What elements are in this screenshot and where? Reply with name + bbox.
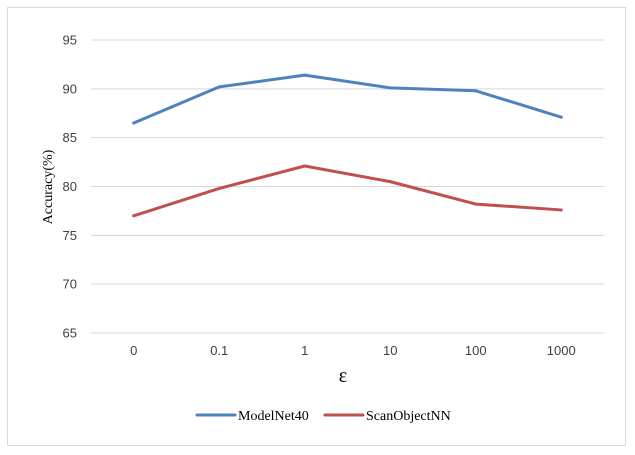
x-tick-label: 0.1 [210,343,228,358]
y-tick-label: 95 [63,33,77,48]
data-point-scanobjectnn [132,214,136,218]
data-point-scanobjectnn [217,186,221,190]
data-point-modelnet40 [559,115,563,119]
legend-label-scanobjectnn: ScanObjectNN [366,409,451,424]
data-point-modelnet40 [388,86,392,90]
x-tick-label: 1000 [547,343,576,358]
y-tick-label: 70 [63,277,77,292]
y-axis-title: Accuracy(%) [41,149,56,224]
y-tick-label: 90 [63,81,77,96]
x-tick-label: 1 [301,343,308,358]
series-line-scanobjectnn [132,164,563,218]
y-tick-label: 65 [63,326,77,341]
data-point-modelnet40 [303,73,307,77]
y-axis-ticks: 65 70 75 80 85 90 95 [63,33,77,341]
data-point-scanobjectnn [559,208,563,212]
legend: ModelNet40 ScanObjectNN [195,409,451,424]
data-point-scanobjectnn [388,180,392,184]
data-point-modelnet40 [217,85,221,89]
y-tick-label: 80 [63,179,77,194]
data-point-scanobjectnn [303,164,307,168]
x-tick-label: 0 [130,343,137,358]
legend-label-modelnet40: ModelNet40 [238,409,309,424]
x-tick-label: 10 [383,343,397,358]
x-axis-ticks: 0 0.1 1 10 100 1000 [130,343,576,358]
x-axis-title: ε [339,365,347,387]
series-lines [132,73,563,218]
x-tick-label: 100 [465,343,487,358]
series-line-modelnet40 [132,73,563,125]
data-point-modelnet40 [474,89,478,93]
data-point-scanobjectnn [474,202,478,206]
data-point-modelnet40 [132,121,136,125]
y-tick-label: 85 [63,130,77,145]
y-tick-label: 75 [63,228,77,243]
gridlines [91,39,604,334]
chart-frame [7,7,626,446]
